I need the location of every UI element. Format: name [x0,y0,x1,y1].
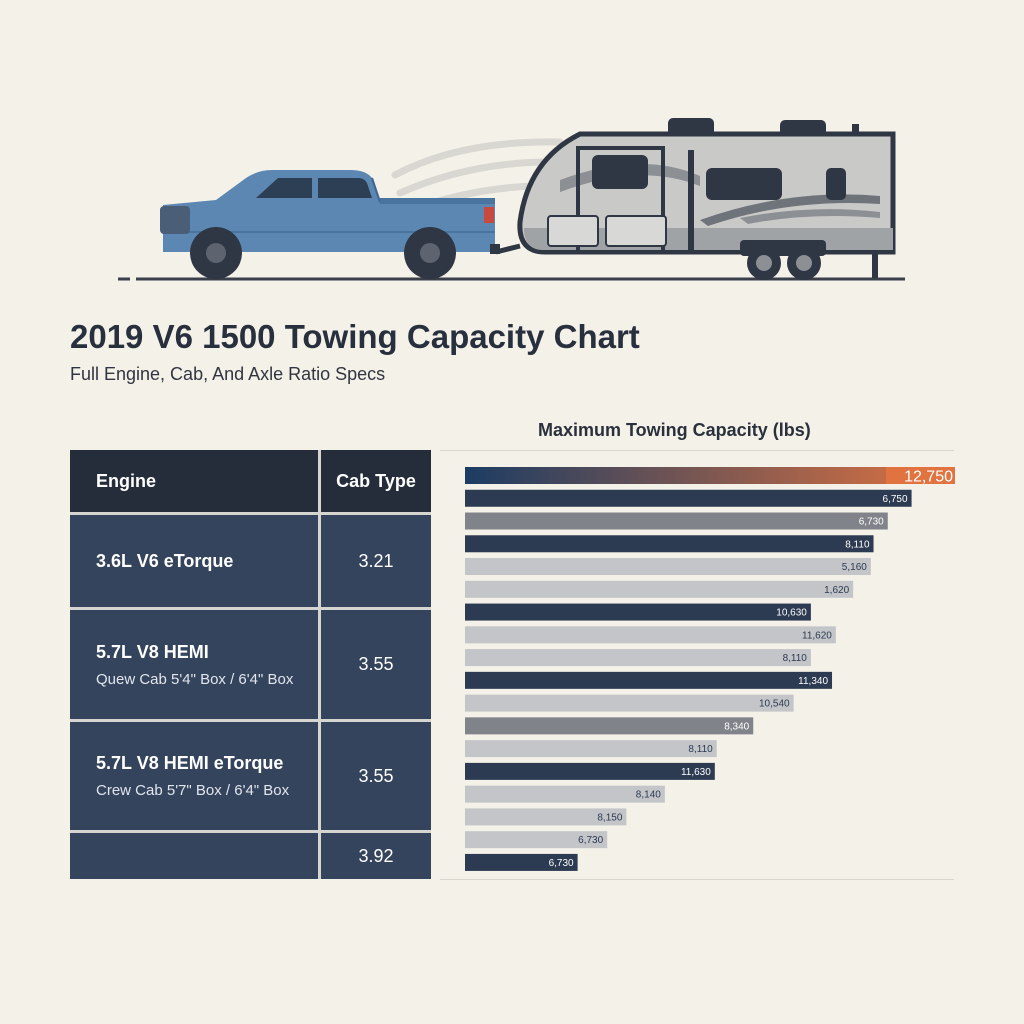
travel-trailer [495,118,896,280]
bar-value-label: 6,730 [859,517,884,528]
bar-value-label: 5,160 [842,562,867,573]
bar [465,535,874,553]
bar [465,740,717,758]
table-row-cab: 3.21 [321,515,431,607]
table-row-engine [70,833,318,879]
table-row-engine: 5.7L V8 HEMI Quew Cab 5'4" Box / 6'4" Bo… [70,610,318,719]
bar [465,853,578,871]
cab-value: 3.21 [358,550,394,571]
chart-title: Maximum Towing Capacity (lbs) [538,420,811,440]
header-label: Cab Type [336,470,416,491]
table-header-cab-type: Cab Type [321,450,431,512]
header-label: Engine [96,470,157,491]
table-row-cab: 3.55 [321,722,431,830]
engine-name: 3.6L V6 eTorque [96,550,234,571]
bar-value-label: 10,630 [776,608,807,619]
bar-value-label: 8,150 [597,812,622,823]
bar-value-label: 8,140 [636,790,661,801]
bar [465,603,811,621]
pickup-truck [160,170,500,279]
engine-detail: Quew Cab 5'4" Box / 6'4" Box [96,670,294,688]
table-row-engine: 5.7L V8 HEMI eTorque Crew Cab 5'7" Box /… [70,722,318,830]
bar-value-label: 1,620 [824,585,849,596]
bar-value-label: 6,730 [578,835,603,846]
table-row-cab: 3.55 [321,610,431,719]
bar-value-label: 11,630 [681,767,711,778]
bar [465,489,912,507]
bar [465,808,627,826]
bar-value-label: 11,340 [798,676,828,687]
table-header-engine: Engine [70,450,318,512]
page-subtitle: Full Engine, Cab, And Axle Ratio Specs [70,364,386,384]
bar-value-label: 8,340 [724,721,749,732]
bar [465,762,715,780]
bar-value-label: 6,730 [549,858,574,869]
bar [465,717,754,735]
bar-value-label: 8,110 [845,539,870,550]
bar-value-label: 8,110 [783,653,808,664]
bar [465,558,871,576]
bar [465,694,794,712]
bar-value-label: 11,620 [802,630,832,641]
bar-value-label: 8,110 [688,744,713,755]
bar [465,626,836,644]
chart-top-rule [440,450,954,451]
bar-value-label: 10,540 [759,699,790,710]
engine-name: 5.7L V8 HEMI [96,641,209,662]
spec-table: Engine Cab Type 3.6L V6 eTorque 3.21 5.7… [70,450,431,879]
chart-base-rule [440,879,954,880]
bar-label-background [886,467,955,484]
cab-value: 3.92 [358,845,394,866]
table-row-cab: 3.92 [321,833,431,879]
cab-value: 3.55 [358,654,394,674]
bar [465,512,888,530]
engine-detail: Crew Cab 5'7" Box / 6'4" Box [96,782,290,799]
truck-towing-trailer-illustration [118,118,905,281]
bar [465,649,811,667]
table-row-engine: 3.6L V6 eTorque [70,515,318,607]
bar [465,580,854,598]
bar-value-label: 12,750 [904,469,953,486]
cab-value: 3.55 [358,765,394,786]
engine-name: 5.7L V8 HEMI eTorque [96,753,284,773]
page-title: 2019 V6 1500 Towing Capacity Chart [70,318,640,355]
bar-value-label: 6,750 [883,494,908,505]
bar [465,831,608,849]
bar [465,785,665,803]
bar [465,467,955,484]
bar [465,671,833,689]
